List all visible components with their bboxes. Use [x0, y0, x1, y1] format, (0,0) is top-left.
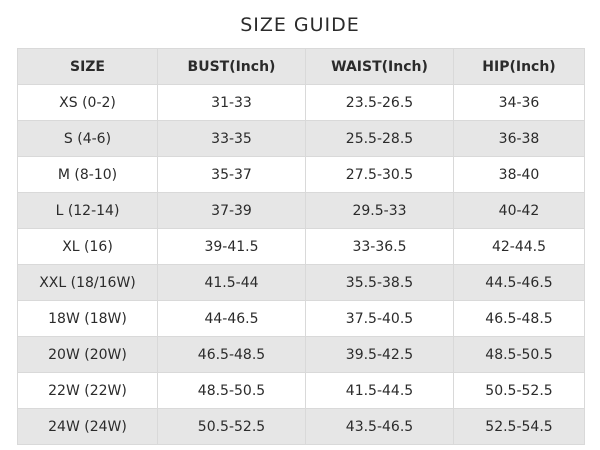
- cell-bust: 46.5-48.5: [157, 336, 306, 373]
- table-row: XL (16) 39-41.5 33-36.5 42-44.5: [17, 228, 585, 265]
- header-size: SIZE: [17, 48, 158, 85]
- size-guide-table: SIZE BUST(Inch) WAIST(Inch) HIP(Inch) XS…: [17, 48, 585, 445]
- cell-bust: 33-35: [157, 120, 306, 157]
- table-row: 20W (20W) 46.5-48.5 39.5-42.5 48.5-50.5: [17, 336, 585, 373]
- cell-waist: 41.5-44.5: [305, 372, 454, 409]
- header-bust: BUST(Inch): [157, 48, 306, 85]
- table-row: XXL (18/16W) 41.5-44 35.5-38.5 44.5-46.5: [17, 264, 585, 301]
- cell-hip: 46.5-48.5: [453, 300, 585, 337]
- cell-hip: 52.5-54.5: [453, 408, 585, 445]
- cell-hip: 42-44.5: [453, 228, 585, 265]
- table-row: 18W (18W) 44-46.5 37.5-40.5 46.5-48.5: [17, 300, 585, 337]
- cell-size: XS (0-2): [17, 84, 158, 121]
- cell-size: 18W (18W): [17, 300, 158, 337]
- page-title: SIZE GUIDE: [240, 14, 360, 36]
- header-waist: WAIST(Inch): [305, 48, 454, 85]
- cell-waist: 35.5-38.5: [305, 264, 454, 301]
- cell-waist: 27.5-30.5: [305, 156, 454, 193]
- cell-bust: 39-41.5: [157, 228, 306, 265]
- cell-bust: 37-39: [157, 192, 306, 229]
- cell-hip: 34-36: [453, 84, 585, 121]
- cell-waist: 33-36.5: [305, 228, 454, 265]
- table-row: 24W (24W) 50.5-52.5 43.5-46.5 52.5-54.5: [17, 408, 585, 445]
- table-header-row: SIZE BUST(Inch) WAIST(Inch) HIP(Inch): [17, 48, 585, 85]
- cell-waist: 29.5-33: [305, 192, 454, 229]
- cell-hip: 36-38: [453, 120, 585, 157]
- table-row: XS (0-2) 31-33 23.5-26.5 34-36: [17, 84, 585, 121]
- cell-bust: 35-37: [157, 156, 306, 193]
- cell-bust: 41.5-44: [157, 264, 306, 301]
- cell-waist: 23.5-26.5: [305, 84, 454, 121]
- header-hip: HIP(Inch): [453, 48, 585, 85]
- cell-size: L (12-14): [17, 192, 158, 229]
- cell-waist: 39.5-42.5: [305, 336, 454, 373]
- cell-size: 20W (20W): [17, 336, 158, 373]
- cell-waist: 43.5-46.5: [305, 408, 454, 445]
- cell-waist: 25.5-28.5: [305, 120, 454, 157]
- table-row: L (12-14) 37-39 29.5-33 40-42: [17, 192, 585, 229]
- table-row: S (4-6) 33-35 25.5-28.5 36-38: [17, 120, 585, 157]
- cell-size: XL (16): [17, 228, 158, 265]
- cell-size: M (8-10): [17, 156, 158, 193]
- cell-bust: 31-33: [157, 84, 306, 121]
- cell-hip: 38-40: [453, 156, 585, 193]
- cell-hip: 48.5-50.5: [453, 336, 585, 373]
- cell-hip: 50.5-52.5: [453, 372, 585, 409]
- table-row: 22W (22W) 48.5-50.5 41.5-44.5 50.5-52.5: [17, 372, 585, 409]
- cell-size: 24W (24W): [17, 408, 158, 445]
- table-row: M (8-10) 35-37 27.5-30.5 38-40: [17, 156, 585, 193]
- cell-size: 22W (22W): [17, 372, 158, 409]
- cell-hip: 40-42: [453, 192, 585, 229]
- cell-size: S (4-6): [17, 120, 158, 157]
- cell-waist: 37.5-40.5: [305, 300, 454, 337]
- cell-bust: 48.5-50.5: [157, 372, 306, 409]
- cell-bust: 50.5-52.5: [157, 408, 306, 445]
- cell-bust: 44-46.5: [157, 300, 306, 337]
- cell-size: XXL (18/16W): [17, 264, 158, 301]
- cell-hip: 44.5-46.5: [453, 264, 585, 301]
